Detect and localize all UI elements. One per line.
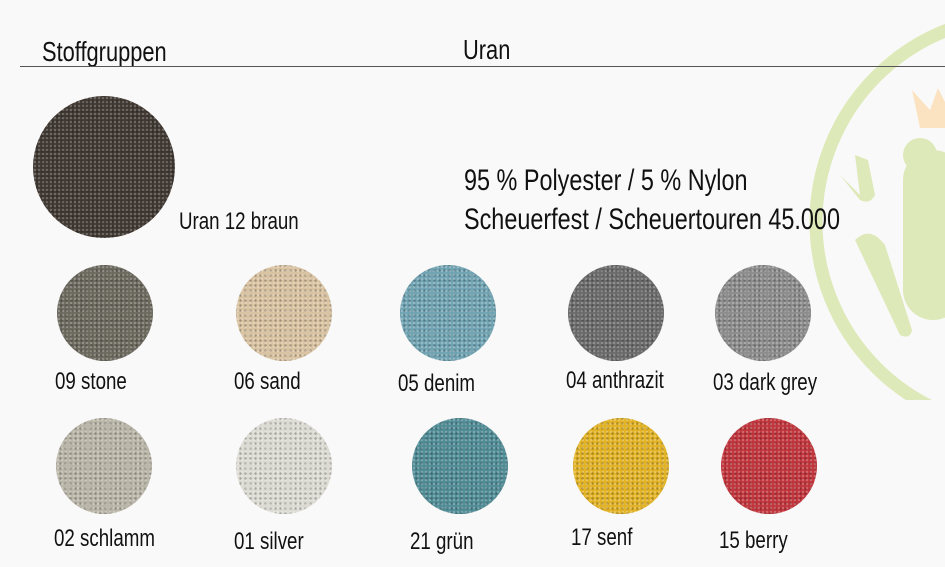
swatch-4 <box>715 265 811 361</box>
swatch-label: 06 sand <box>234 368 301 395</box>
swatch-9 <box>721 418 817 514</box>
composition-text: 95 % Polyester / 5 % Nylon <box>464 164 748 197</box>
feature-swatch <box>33 96 175 238</box>
swatch-label: 21 grün <box>410 528 474 555</box>
swatch-label: 03 dark grey <box>713 369 818 396</box>
swatch-label: 15 berry <box>719 527 788 554</box>
abrasion-text: Scheuerfest / Scheuertouren 45.000 <box>464 203 840 236</box>
fabric-name-title: Uran <box>463 34 511 65</box>
swatch-5 <box>56 418 152 514</box>
swatch-1 <box>236 265 332 361</box>
section-title: Stoffgruppen <box>42 36 167 67</box>
swatch-8 <box>573 418 669 514</box>
header-divider <box>20 66 945 67</box>
swatch-7 <box>412 418 508 514</box>
swatch-label: 01 silver <box>234 528 304 555</box>
feature-swatch-label: Uran 12 braun <box>179 208 299 235</box>
swatch-6 <box>236 418 332 514</box>
swatch-label: 02 schlamm <box>54 525 155 552</box>
swatch-label: 04 anthrazit <box>566 367 664 394</box>
swatch-label: 17 senf <box>571 524 633 551</box>
swatch-label: 05 denim <box>398 370 476 397</box>
swatch-0 <box>57 265 153 361</box>
swatch-label: 09 stone <box>55 368 127 395</box>
swatch-2 <box>400 265 496 361</box>
swatch-3 <box>568 265 664 361</box>
frog-logo-watermark <box>809 23 945 400</box>
